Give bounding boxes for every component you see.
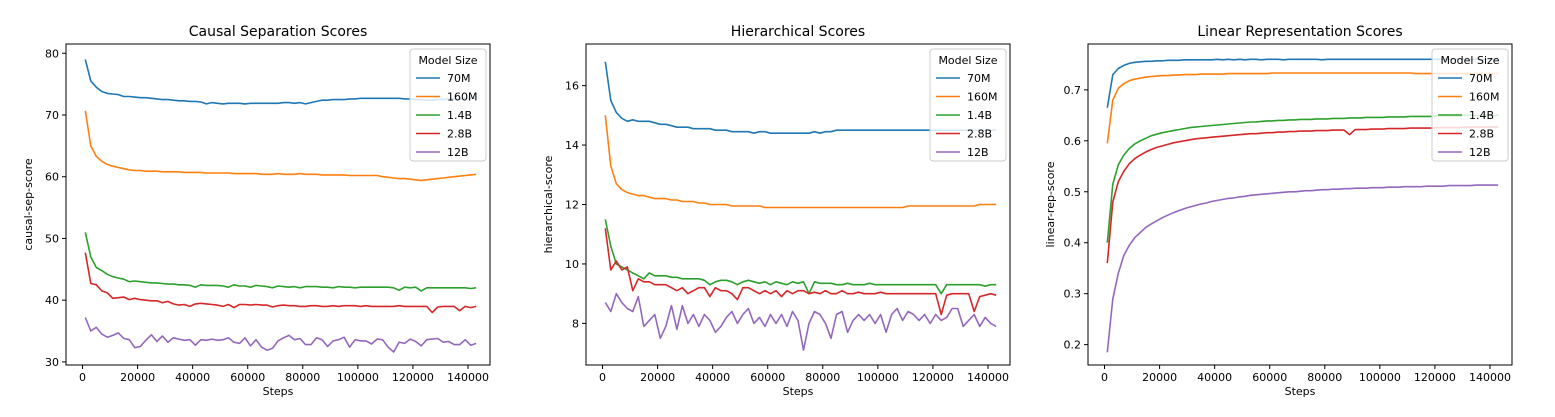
x-tick-label: 100000	[857, 371, 899, 384]
legend-entry: 1.4B	[1469, 109, 1494, 122]
legend-entry: 1.4B	[967, 109, 992, 122]
series-line-1-4b	[604, 219, 997, 295]
y-axis-label: linear-rep-score	[1044, 161, 1057, 247]
chart-panel-2: Hierarchical Scores 0 20000 40000 60000 80000…	[542, 24, 1011, 398]
x-tick-label: 80000	[285, 371, 320, 384]
y-tick-label: 40	[45, 294, 59, 307]
legend-title: Model Size	[1440, 54, 1499, 67]
x-tick-label: 80000	[1307, 371, 1342, 384]
y-tick-label: 0.7	[1064, 84, 1082, 97]
x-axis-label: Steps	[263, 385, 294, 398]
chart-title: Hierarchical Scores	[731, 24, 865, 40]
x-tick-label: 100000	[1359, 371, 1401, 384]
x-tick-label: 120000	[1414, 371, 1456, 384]
chart-title: Linear Representation Scores	[1197, 24, 1402, 40]
y-tick-label: 14	[565, 139, 579, 152]
y-tick-label: 8	[572, 317, 579, 330]
axes-frame	[1087, 43, 1513, 366]
y-tick-label: 70	[45, 109, 59, 122]
legend-title: Model Size	[938, 54, 997, 67]
series-line-1-4b	[84, 232, 477, 292]
y-tick-label: 12	[565, 199, 579, 212]
x-axis-label: Steps	[783, 385, 814, 398]
x-tick-label: 60000	[750, 371, 785, 384]
x-tick-label: 20000	[640, 371, 675, 384]
legend-entry: 70M	[447, 72, 471, 85]
series-line-160m	[84, 110, 477, 182]
x-tick-label: 0	[1101, 371, 1108, 384]
legend-entry: 2.8B	[1469, 128, 1494, 141]
legend-entry: 70M	[967, 72, 991, 85]
chart-panel-1: Causal Separation Scores 0 20000 40000 60000…	[22, 24, 491, 398]
y-tick-label: 80	[45, 47, 59, 60]
x-tick-label: 20000	[120, 371, 155, 384]
x-tick-label: 40000	[695, 371, 730, 384]
x-tick-label: 40000	[175, 371, 210, 384]
legend-entry: 12B	[1469, 146, 1491, 159]
x-tick-label: 140000	[967, 371, 1009, 384]
y-axis-label: hierarchical-score	[542, 155, 555, 253]
plot-area	[604, 61, 997, 351]
series-line-12b	[84, 317, 477, 353]
legend-entry: 160M	[967, 91, 998, 104]
x-tick-label: 120000	[912, 371, 954, 384]
y-tick-label: 16	[565, 80, 579, 93]
legend-title: Model Size	[418, 54, 477, 67]
series-line-12b	[604, 292, 997, 351]
y-tick-label: 30	[45, 356, 59, 369]
y-tick-label: 0.2	[1064, 339, 1082, 352]
y-tick-label: 0.4	[1064, 237, 1082, 250]
series-line-2-8b	[84, 252, 477, 314]
legend-entry: 12B	[967, 146, 989, 159]
series-line-160m	[604, 115, 997, 209]
legend-entry: 2.8B	[447, 128, 472, 141]
y-axis-label: causal-sep-score	[22, 158, 35, 250]
y-tick-label: 0.3	[1064, 288, 1082, 301]
legend-entry: 1.4B	[447, 109, 472, 122]
x-tick-label: 20000	[1142, 371, 1177, 384]
x-tick-label: 0	[79, 371, 86, 384]
x-tick-label: 140000	[447, 371, 489, 384]
legend-entry: 70M	[1469, 72, 1493, 85]
legend: Model Size 70M 160M 1.4B 2.8B 12B	[929, 48, 1007, 162]
y-tick-label: 0.5	[1064, 186, 1082, 199]
x-tick-label: 100000	[337, 371, 379, 384]
chart-title: Causal Separation Scores	[189, 24, 368, 40]
y-tick-label: 0.6	[1064, 135, 1082, 148]
legend: Model Size 70M 160M 1.4B 2.8B 12B	[409, 48, 487, 162]
x-tick-label: 40000	[1197, 371, 1232, 384]
chart-panel-3: Linear Representation Scores 0 20000 40000 6…	[1044, 24, 1513, 398]
series-line-2-8b	[604, 228, 997, 316]
x-tick-label: 80000	[805, 371, 840, 384]
x-tick-label: 140000	[1469, 371, 1511, 384]
legend-entry: 12B	[447, 146, 469, 159]
series-line-12b	[1106, 184, 1499, 353]
y-tick-label: 50	[45, 232, 59, 245]
axes-frame	[65, 43, 491, 366]
x-axis-label: Steps	[1285, 385, 1316, 398]
x-tick-label: 0	[599, 371, 606, 384]
x-tick-label: 60000	[1252, 371, 1287, 384]
legend-entry: 160M	[447, 91, 478, 104]
legend: Model Size 70M 160M 1.4B 2.8B 12B	[1431, 48, 1509, 162]
y-tick-label: 60	[45, 171, 59, 184]
x-tick-label: 120000	[392, 371, 434, 384]
y-tick-label: 10	[565, 258, 579, 271]
x-tick-label: 60000	[230, 371, 265, 384]
legend-entry: 2.8B	[967, 128, 992, 141]
legend-entry: 160M	[1469, 91, 1500, 104]
